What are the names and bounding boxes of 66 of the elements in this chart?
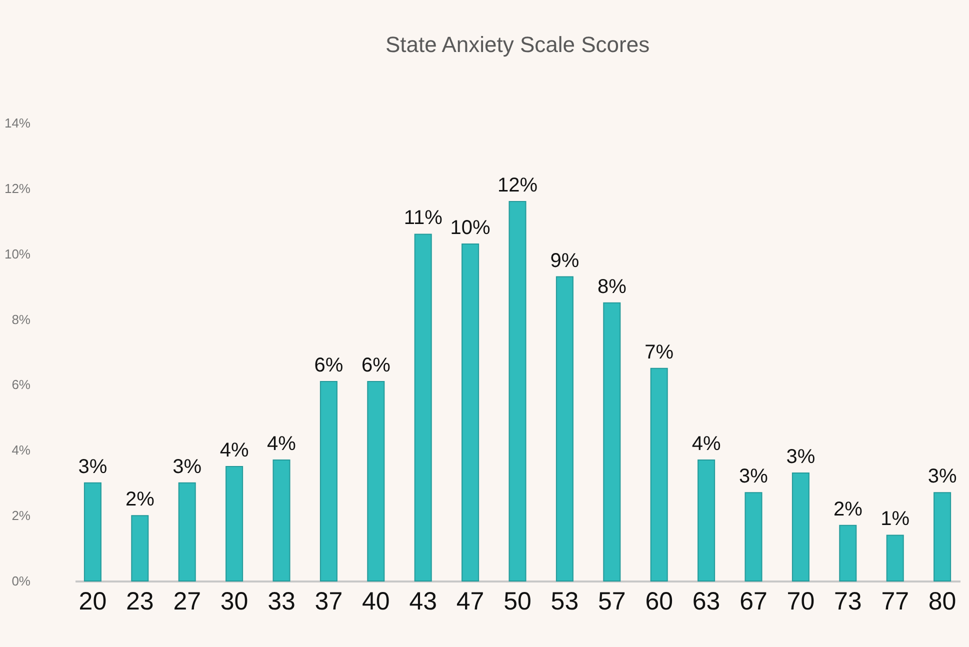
x-tick-label: 50 xyxy=(504,588,532,616)
bar xyxy=(792,472,810,582)
data-label: 3% xyxy=(928,466,957,488)
data-label: 3% xyxy=(172,456,202,478)
chart-title: State Anxiety Scale Scores xyxy=(385,32,650,57)
bar xyxy=(84,482,102,582)
y-tick-label: 0% xyxy=(12,574,31,588)
x-tick-label: 43 xyxy=(409,588,438,616)
data-label: 8% xyxy=(597,276,627,298)
x-tick-label: 20 xyxy=(78,588,107,616)
data-label: 6% xyxy=(314,354,344,376)
bar xyxy=(414,234,432,582)
y-tick-label: 6% xyxy=(12,377,31,392)
x-tick-label: 33 xyxy=(268,588,296,616)
data-label: 7% xyxy=(644,341,674,364)
data-label: 12% xyxy=(497,174,538,197)
data-label: 4% xyxy=(220,440,249,462)
bar xyxy=(744,492,762,582)
bar xyxy=(886,534,904,582)
x-tick-label: 23 xyxy=(126,588,154,616)
data-label: 1% xyxy=(880,508,910,530)
y-tick-label: 4% xyxy=(12,442,31,458)
data-label: 2% xyxy=(833,498,863,520)
x-tick-label: 27 xyxy=(173,588,202,616)
data-label: 4% xyxy=(692,432,721,455)
bar xyxy=(131,515,149,582)
data-label: 3% xyxy=(786,446,816,468)
x-tick-label: 70 xyxy=(786,588,815,616)
data-label: 2% xyxy=(125,488,155,511)
x-tick-label: 47 xyxy=(456,588,484,616)
data-label: 6% xyxy=(361,354,391,376)
x-tick-label: 30 xyxy=(220,588,248,616)
x-tick-label: 60 xyxy=(645,588,674,616)
bar xyxy=(698,459,716,582)
bar xyxy=(462,244,480,582)
data-label: 11% xyxy=(404,207,443,230)
data-label: 9% xyxy=(550,250,580,272)
x-tick-label: 57 xyxy=(598,588,626,616)
bar xyxy=(178,482,196,582)
bar xyxy=(650,368,668,582)
y-tick-label: 2% xyxy=(12,508,31,524)
bar xyxy=(603,302,621,582)
bar xyxy=(934,492,952,582)
bar xyxy=(839,524,857,582)
x-tick-label: 37 xyxy=(314,588,343,616)
x-tick-label: 63 xyxy=(692,588,720,616)
bar xyxy=(320,380,338,582)
x-tick-label: 67 xyxy=(740,588,768,616)
data-label: 3% xyxy=(78,456,108,478)
bar xyxy=(272,459,290,582)
bar xyxy=(508,201,526,582)
x-tick-label: 73 xyxy=(834,588,862,616)
x-tick-label: 80 xyxy=(928,588,956,616)
bar xyxy=(226,466,244,582)
data-label: 10% xyxy=(450,217,491,240)
data-label: 3% xyxy=(739,466,768,488)
bar xyxy=(367,380,385,582)
x-tick-label: 40 xyxy=(362,588,390,616)
data-label: 4% xyxy=(267,432,296,455)
bar xyxy=(556,276,574,582)
x-tick-label: 77 xyxy=(881,588,910,616)
y-tick-label: 8% xyxy=(12,312,31,327)
x-tick-label: 53 xyxy=(550,588,579,616)
y-tick-label: 14% xyxy=(4,116,31,130)
y-tick-label: 10% xyxy=(4,246,31,262)
y-tick-label: 12% xyxy=(4,180,31,196)
